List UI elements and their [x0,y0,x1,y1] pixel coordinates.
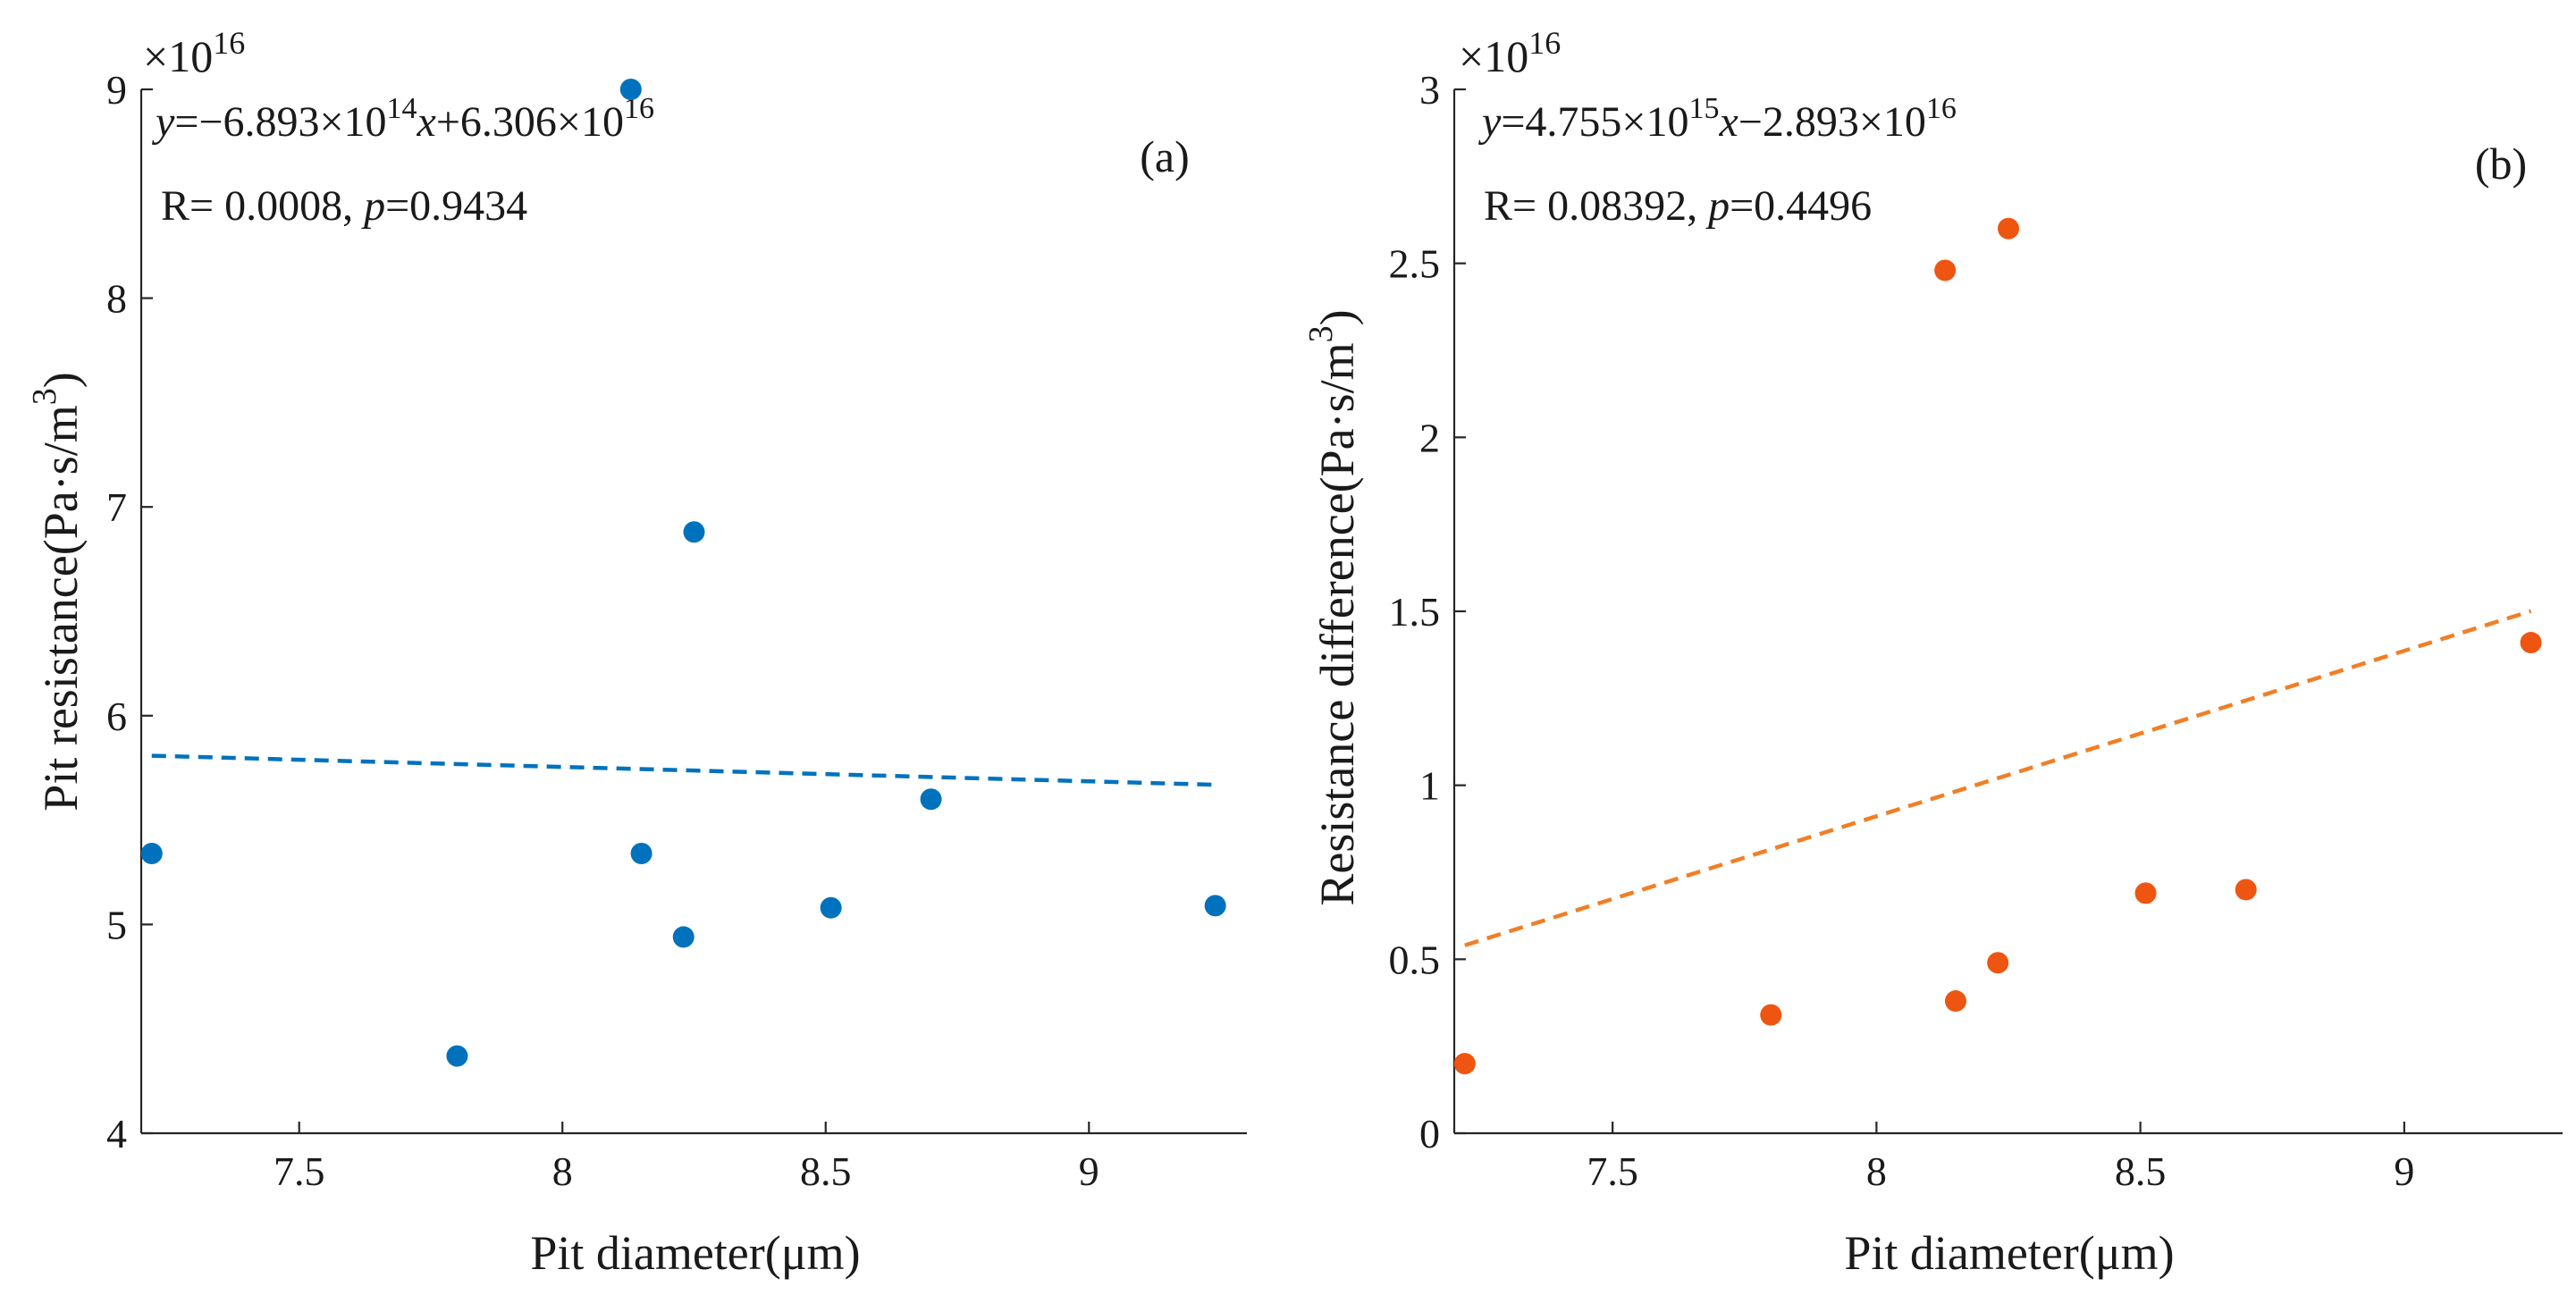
panel-label-a: (a) [1140,131,1190,181]
y-ticks-b: 0 0.5 1 1.5 2 2.5 3 [1389,67,1466,1156]
data-point-b [2134,882,2157,904]
x-axis-label-b: Pit diameter(μm) [1844,1226,2174,1280]
x-tick-label-b: 8.5 [2115,1148,2167,1194]
y-exponent-b: ×1016 [1459,25,1561,81]
y-tick-label-a: 5 [106,902,127,947]
y-tick-label-b: 3 [1419,67,1440,113]
data-point-a [820,896,842,919]
x-tick-label-a: 8.5 [800,1148,852,1194]
y-ticks-a: 4 5 6 7 8 9 [106,67,153,1156]
data-point-b [2235,879,2257,901]
data-point-a [140,842,163,864]
x-axis-label-a: Pit diameter(μm) [530,1226,860,1280]
data-point-a [683,521,705,543]
equation-b: y=4.755×1015x−2.893×1016 [1477,92,1957,146]
panel-label-b: (b) [2475,139,2527,189]
fit-line-a [151,753,1216,787]
data-point-a [672,926,695,948]
data-point-b [1760,1004,1782,1026]
data-point-b [1453,1053,1476,1075]
x-ticks-a: 7.5 8 8.5 9 [274,1122,1099,1194]
data-point-b [1944,990,1966,1013]
y-tick-label-a: 8 [106,276,127,322]
y-axis-label-b: Resistance difference(Pa·s/m3) [1302,309,1364,905]
data-point-b [1934,259,1957,282]
data-point-b [1998,217,2019,240]
y-tick-label-b: 0 [1419,1111,1440,1156]
data-points-a [140,79,1226,1067]
x-tick-label-a: 7.5 [274,1148,325,1194]
stats-b: R= 0.08392, p=0.4496 [1484,182,1872,230]
stats-a: R= 0.0008, p=0.9434 [161,182,527,230]
y-tick-label-b: 1 [1419,763,1440,809]
y-exponent-a: ×1016 [143,25,245,81]
chart-panel-a: ×1016 y=−6.893×1014x+6.306×1016 R= 0.000… [26,25,1247,1280]
y-axis-label-a: Pit resistance(Pa·s/m3) [26,372,88,811]
fit-line-b-segment [1464,609,2532,947]
fit-line-b [1464,609,2532,947]
data-point-a [619,79,642,100]
x-tick-label-b: 7.5 [1587,1148,1638,1194]
data-point-a [446,1045,468,1067]
chart-panel-b: ×1016 y=4.755×1015x−2.893×1016 R= 0.0839… [1302,25,2563,1280]
data-point-b [1987,952,2009,974]
fit-line-a-segment [151,753,1216,787]
svg-text:y=4.755×1015x−2.893×1016: y=4.755×1015x−2.893×1016 [1477,92,1957,146]
data-points-b [1453,217,2542,1075]
equation-a: y=−6.893×1014x+6.306×1016 [151,92,654,146]
x-tick-label-b: 9 [2394,1148,2414,1194]
y-tick-label-b: 2 [1419,415,1440,460]
axes-box-a [139,89,1247,1135]
axes-box-b [1452,89,2563,1135]
data-point-b [2520,632,2542,654]
x-tick-label-b: 8 [1866,1148,1887,1194]
data-point-a [1204,895,1226,917]
data-point-a [920,788,942,811]
y-tick-label-a: 7 [106,484,127,530]
svg-text:y=−6.893×1014x+6.306×1016: y=−6.893×1014x+6.306×1016 [151,92,654,146]
y-tick-label-b: 1.5 [1389,589,1441,635]
data-point-a [630,842,652,864]
y-tick-label-b: 0.5 [1389,937,1441,982]
x-tick-label-a: 9 [1079,1148,1099,1194]
x-ticks-b: 7.5 8 8.5 9 [1587,1122,2414,1194]
y-tick-label-a: 6 [106,694,127,739]
y-tick-label-a: 9 [106,67,127,113]
y-tick-label-a: 4 [106,1111,127,1156]
x-tick-label-a: 8 [552,1148,573,1194]
y-tick-label-b: 2.5 [1389,241,1441,287]
